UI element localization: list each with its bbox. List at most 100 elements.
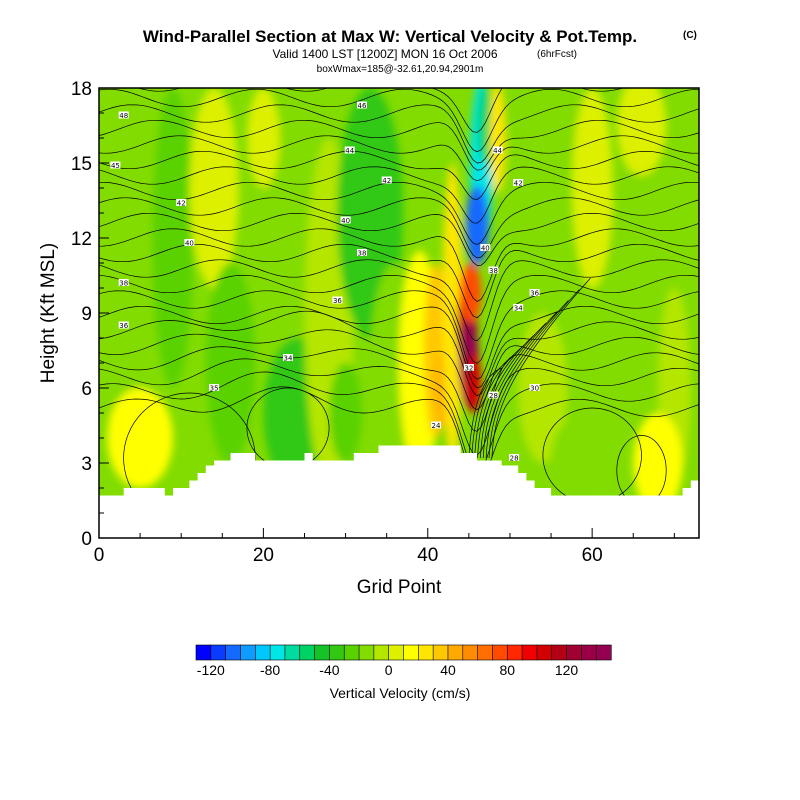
contour-label-text: 38 — [358, 250, 367, 258]
x-tick-label: 20 — [253, 545, 274, 566]
contour-label-text: 35 — [210, 385, 219, 393]
colorbar-swatch — [195, 644, 212, 661]
contour-label-text: 42 — [514, 180, 523, 188]
colorbar-swatch — [581, 644, 597, 661]
colorbar-tick-label: -120 — [197, 662, 225, 678]
velocity-cell — [489, 88, 506, 193]
y-tick-label: 12 — [71, 229, 92, 250]
contour-label-bg — [118, 279, 129, 286]
contour-label-bg — [513, 304, 524, 311]
theta-contour-label: 36 — [332, 296, 343, 305]
contour-label-bg — [357, 249, 367, 256]
colorbar-label: Vertical Velocity (cm/s) — [330, 685, 471, 701]
copyright-mark: (C) — [683, 30, 697, 41]
contour-label-bg — [283, 354, 293, 361]
contour-label-text: 38 — [119, 280, 128, 288]
colorbar-swatch — [269, 644, 286, 661]
x-axis: 0 20 40 60 — [94, 528, 675, 566]
chart-subtitle-2: boxWmax=185@-32.61,20.94,2901m — [317, 64, 484, 75]
velocity-cell — [633, 413, 683, 513]
theta-contour-line — [99, 358, 699, 456]
theta-contour-line — [485, 300, 569, 459]
contour-label-bg — [357, 101, 367, 109]
colorbar-swatch — [329, 644, 345, 661]
colorbar-swatch — [388, 644, 405, 661]
colorbar-swatch — [536, 644, 553, 661]
contour-label-bg — [488, 266, 499, 274]
chart-title: Wind-Parallel Section at Max W: Vertical… — [143, 27, 637, 46]
velocity-cell — [542, 88, 576, 176]
contour-label-bg — [463, 364, 474, 371]
velocity-cell — [465, 185, 489, 266]
velocity-cell — [616, 88, 667, 176]
theta-contour-line — [99, 135, 699, 182]
velocity-cell — [571, 88, 613, 288]
x-axis-label: Grid Point — [357, 577, 442, 598]
theta-contour-line — [99, 166, 699, 224]
colorbar-tick-label: -80 — [260, 662, 280, 678]
theta-contour-line — [99, 197, 699, 259]
theta-contour-label: 36 — [118, 321, 129, 330]
theta-contour-line — [99, 329, 699, 411]
theta-contour-line — [99, 212, 699, 266]
contour-label-text: 36 — [119, 322, 128, 330]
theta-contour-line — [99, 119, 699, 171]
colorbar-swatch — [418, 644, 434, 661]
colorbar-swatch — [284, 644, 301, 661]
contour-label-text: 30 — [530, 385, 539, 393]
theta-contour-label: 38 — [357, 249, 367, 258]
theta-contour-line — [99, 346, 699, 432]
colorbar-swatch — [595, 644, 612, 661]
velocity-cell — [477, 88, 493, 163]
theta-contour-label: 46 — [357, 101, 367, 110]
contour-label-text: 34 — [514, 305, 523, 313]
theta-contour-label: 42 — [513, 179, 524, 188]
theta-contour-line — [468, 367, 502, 459]
velocity-cell — [247, 88, 280, 188]
y-tick-label: 0 — [81, 529, 92, 550]
contour-label-text: 38 — [489, 267, 498, 275]
theta-contour-label: 40 — [480, 244, 491, 253]
colorbar-swatch — [254, 644, 271, 661]
contour-label-text: 40 — [341, 217, 350, 225]
theta-contour-line — [491, 277, 591, 459]
contour-label-bg — [184, 239, 195, 246]
contour-label-bg — [110, 161, 121, 169]
x-tick-label: 60 — [582, 545, 603, 566]
contour-label-text: 36 — [333, 297, 342, 305]
contour-label-text: 28 — [510, 455, 519, 463]
contour-label-bg — [118, 321, 129, 329]
colorbar-swatch — [343, 644, 360, 661]
theta-contour-label: 35 — [209, 384, 220, 393]
theta-contour-label: 40 — [184, 239, 195, 248]
colorbar-swatch — [521, 644, 538, 661]
colorbar-swatch — [358, 644, 375, 661]
contour-label-bg — [209, 384, 220, 391]
colorbar-swatch — [432, 644, 449, 661]
colorbar-ticks: -120 -80 -40 0 40 80 120 — [197, 662, 579, 678]
theta-contour-line — [99, 228, 699, 302]
colorbar-swatch — [240, 644, 256, 661]
contour-label-text: 42 — [177, 200, 186, 208]
colorbar-swatch — [447, 644, 464, 661]
chart-subtitle: Valid 1400 LST [1200Z] MON 16 Oct 2006 — [272, 47, 497, 61]
colorbar-swatch — [299, 644, 316, 661]
colorbar-tick-label: -40 — [319, 662, 339, 678]
contour-label-text: 34 — [284, 355, 293, 363]
x-tick-label: 40 — [417, 545, 438, 566]
contour-label-text: 36 — [530, 290, 539, 298]
velocity-cell — [99, 113, 149, 463]
velocity-cell — [152, 88, 194, 388]
contour-label-bg — [118, 111, 129, 119]
contour-label-text: 44 — [345, 147, 354, 155]
theta-contour-line — [99, 305, 699, 389]
contour-label-text: 48 — [119, 112, 128, 120]
theta-contour-line — [99, 290, 699, 380]
theta-contour-label: 34 — [283, 354, 293, 363]
colorbar-tick-label: 0 — [385, 662, 393, 678]
contour-label-text: 45 — [111, 162, 120, 170]
colorbar-tick-label: 40 — [440, 662, 456, 678]
colorbar-swatch — [314, 644, 330, 661]
contour-label-bg — [480, 244, 491, 251]
